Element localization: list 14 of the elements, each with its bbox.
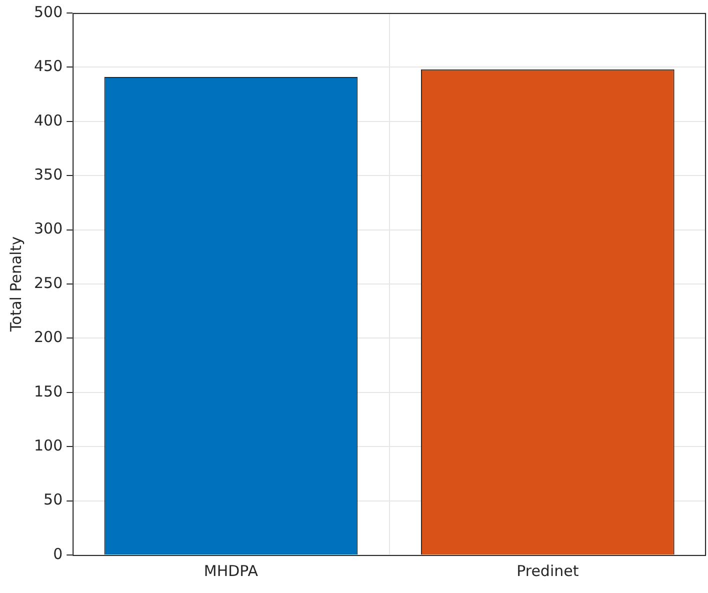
y-tick-label: 150 [34,382,63,400]
x-tick-label: MHDPA [204,562,259,580]
x-tick-label: Predinet [516,562,579,580]
y-tick-label: 250 [34,274,63,292]
y-tick-label: 450 [34,57,63,76]
y-tick-label: 50 [44,490,63,509]
y-tick-label: 400 [34,111,63,130]
y-tick-label: 0 [53,544,63,563]
y-tick-label: 100 [34,436,63,454]
y-tick-label: 200 [34,328,63,346]
y-tick-label: 350 [34,165,63,184]
y-tick-label: 500 [34,2,63,21]
y-axis-title: Total Penalty [6,236,25,333]
y-tick-label: 300 [34,220,63,238]
